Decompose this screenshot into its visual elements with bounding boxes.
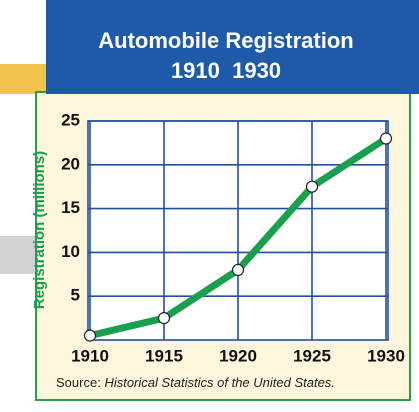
decor-strip [0,236,40,274]
plot-border [87,120,389,341]
x-tick-label: 1920 [219,346,257,365]
x-tick-label: 1930 [367,346,405,365]
y-tick-label: 5 [71,286,80,305]
y-tick-label: 15 [61,198,80,217]
y-tick-label: 20 [61,154,80,173]
x-tick-label: 1925 [293,346,331,365]
y-axis-label: Registration (millions) [31,151,48,309]
decor-strip [0,64,50,94]
y-tick-label: 25 [61,110,80,129]
source: Source: Historical Statistics of the Uni… [56,375,335,390]
point [231,263,245,277]
point [305,180,319,193]
x-tick-label: 1915 [145,346,183,365]
chart-title: Automobile Registration [98,28,353,53]
source-prefix: Source: [56,375,101,390]
chart-subtitle: 1910 1930 [171,58,281,83]
point [379,132,393,145]
header [46,0,419,94]
point [157,312,171,325]
y-tick-label: 10 [61,242,80,261]
point [83,329,97,342]
x-tick-label: 1910 [71,346,109,365]
source-title: Historical Statistics of the United Stat… [104,375,334,390]
